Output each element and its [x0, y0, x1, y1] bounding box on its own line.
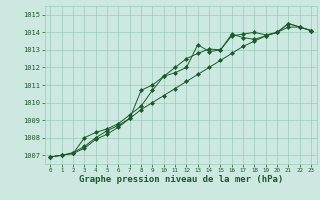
X-axis label: Graphe pression niveau de la mer (hPa): Graphe pression niveau de la mer (hPa)	[79, 175, 283, 184]
